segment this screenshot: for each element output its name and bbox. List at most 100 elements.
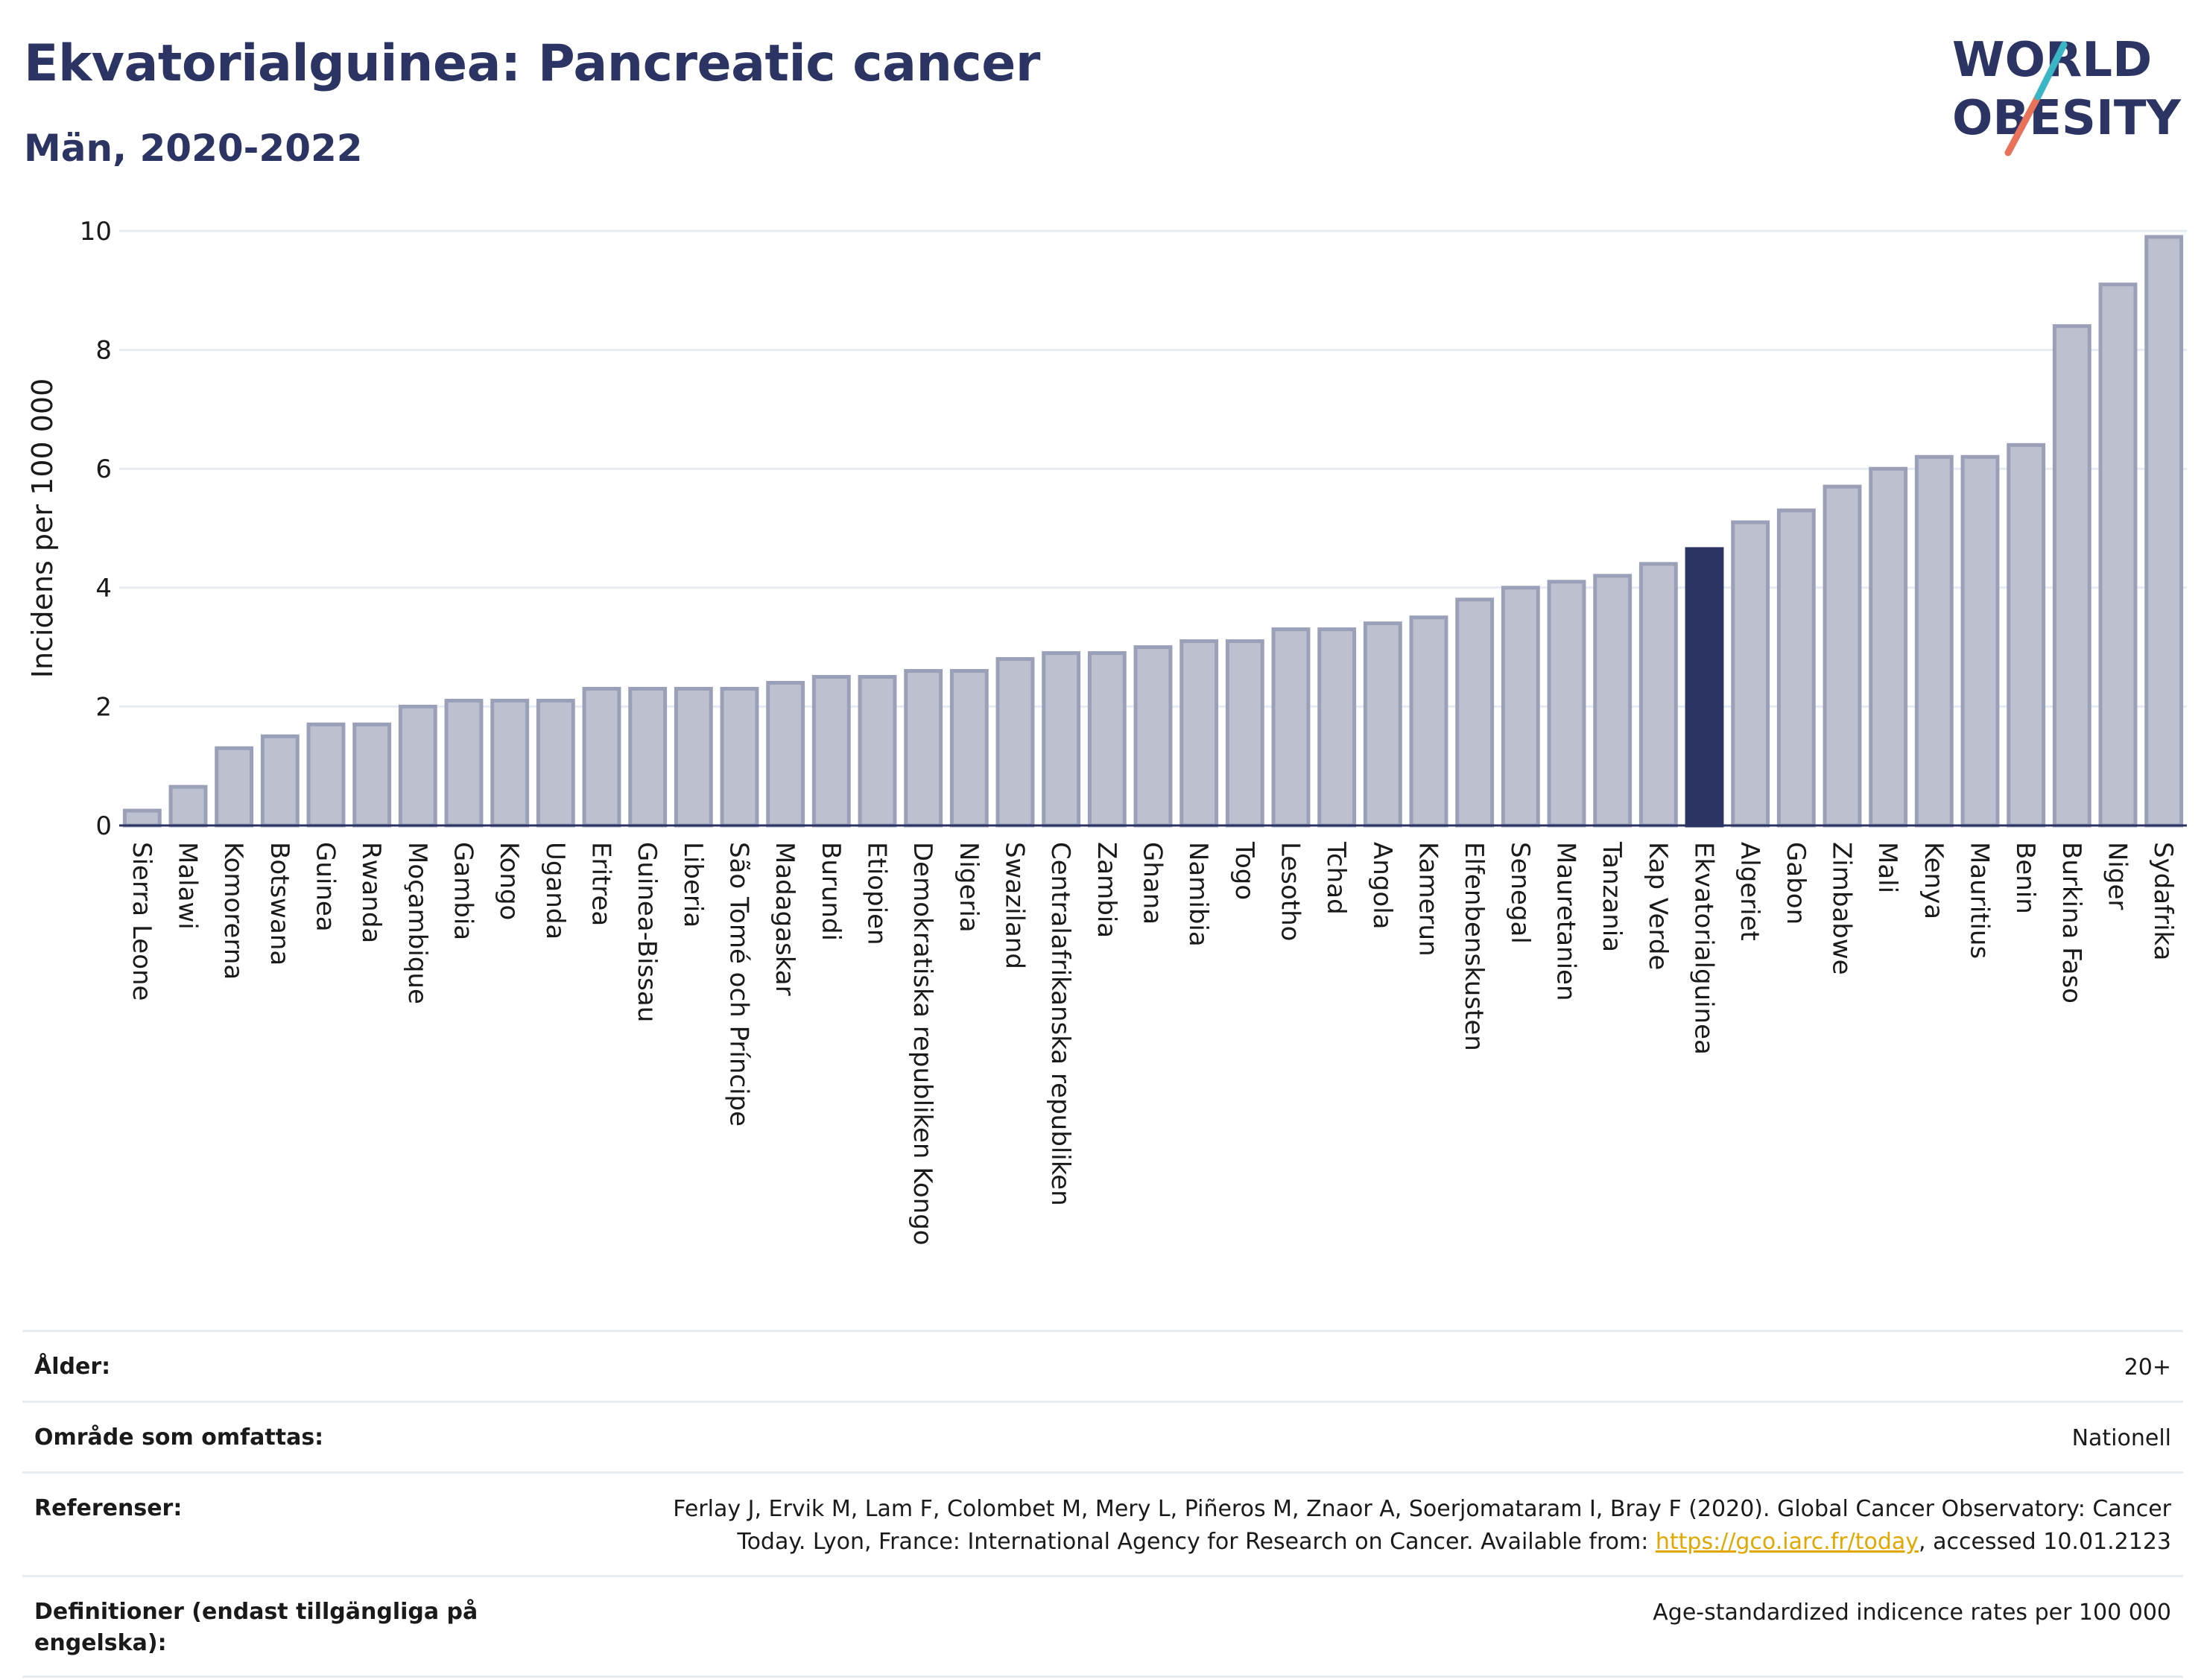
bar xyxy=(1179,639,1219,828)
x-tick-label: Ekvatorialguinea xyxy=(1689,842,1719,1055)
references-value: Ferlay J, Ervik M, Lam F, Colombet M, Me… xyxy=(673,1493,2171,1559)
x-tick-label: Mauretanien xyxy=(1551,842,1581,1001)
y-tick-label: 10 xyxy=(80,217,112,247)
bar xyxy=(1455,597,1495,828)
x-tick-label: Gambia xyxy=(449,842,478,940)
logo-text-obesity: OBESITY xyxy=(1952,91,2181,146)
definitions-label: Definitioner (endast tillgängliga på eng… xyxy=(34,1599,478,1656)
x-tick-label: Kamerun xyxy=(1413,842,1443,957)
y-axis-ticks: 0 2 4 6 8 10 xyxy=(80,217,112,841)
y-axis-label: Incidens per 100 000 xyxy=(26,378,59,679)
x-tick-label: Liberia xyxy=(678,842,708,928)
bar xyxy=(1409,615,1448,828)
x-tick-label: Senegal xyxy=(1505,842,1535,944)
bar xyxy=(168,784,208,828)
x-tick-label: Malawi xyxy=(173,842,203,930)
bar xyxy=(1225,639,1264,828)
y-tick-label: 6 xyxy=(95,454,112,484)
x-tick-label: Nigeria xyxy=(954,842,984,933)
x-tick-label: Burundi xyxy=(816,842,846,941)
chart-title: Ekvatorialguinea: Pancreatic cancer xyxy=(24,34,1040,93)
x-tick-label: Burkina Faso xyxy=(2056,842,2086,1004)
detail-row-definitions: Definitioner (endast tillgängliga på eng… xyxy=(22,1575,2183,1678)
bar xyxy=(306,722,346,828)
bar xyxy=(490,698,530,828)
y-tick-label: 4 xyxy=(95,574,112,603)
x-tick-label: Guinea-Bissau xyxy=(632,842,662,1022)
detail-row-age: Ålder: 20+ xyxy=(22,1330,2183,1401)
logo-text-world: WORLD xyxy=(1952,33,2152,88)
bar xyxy=(1271,627,1311,828)
references-line2-suffix: , accessed 10.01.2123 xyxy=(1919,1529,2171,1555)
definitions-value: Age-standardized indicence rates per 100… xyxy=(1653,1600,2171,1626)
x-tick-label: Kap Verde xyxy=(1643,842,1673,970)
x-tick-label: Mali xyxy=(1872,842,1902,893)
bar xyxy=(949,669,989,828)
bar xyxy=(1869,466,1908,828)
world-obesity-logo: WORLD OBESITY xyxy=(1952,33,2181,156)
bar xyxy=(2007,443,2046,828)
x-tick-label: Togo xyxy=(1229,841,1259,900)
references-line2-prefix: Today. Lyon, France: International Agenc… xyxy=(737,1529,1656,1555)
area-label: Område som omfattas: xyxy=(34,1424,324,1451)
bar xyxy=(2098,282,2138,828)
bar xyxy=(1042,651,1081,828)
x-tick-label: Madagaskar xyxy=(770,842,799,996)
bar xyxy=(1914,454,1954,828)
x-tick-label: Tanzania xyxy=(1597,841,1627,952)
bar xyxy=(1593,574,1633,828)
bar xyxy=(1317,627,1357,828)
bar xyxy=(215,746,254,828)
bar xyxy=(1501,586,1540,828)
x-tick-label: Rwanda xyxy=(356,842,386,943)
x-tick-label: Zambia xyxy=(1092,842,1121,938)
bar xyxy=(582,686,621,828)
x-tick-label: Sierra Leone xyxy=(127,842,156,1001)
x-tick-label: Mauritius xyxy=(1965,842,1995,959)
bar xyxy=(2052,324,2091,828)
x-tick-label: Swaziland xyxy=(1000,842,1030,969)
age-label: Ålder: xyxy=(34,1354,111,1380)
x-axis-labels: Sierra Leone Malawi Komorerna Botswana Guine… xyxy=(127,841,2178,1246)
bar xyxy=(1547,580,1586,828)
x-tick-label: Algeriet xyxy=(1735,842,1764,941)
x-tick-label: Namibia xyxy=(1183,842,1213,947)
references-label: Referenser: xyxy=(34,1495,183,1521)
x-tick-label: Kenya xyxy=(1919,842,1948,919)
x-tick-label: Lesotho xyxy=(1276,842,1305,941)
bar-highlight xyxy=(1685,547,1724,828)
x-tick-label: Tchad xyxy=(1321,841,1351,915)
x-tick-label: Elfenbenskusten xyxy=(1459,842,1489,1051)
detail-row-area: Område som omfattas: Nationell xyxy=(22,1401,2183,1471)
y-tick-label: 2 xyxy=(95,692,112,722)
area-value: Nationell xyxy=(2071,1425,2171,1451)
bar xyxy=(398,704,437,828)
x-tick-label: Demokratiska republiken Kongo xyxy=(908,842,937,1246)
x-tick-label: Benin xyxy=(2010,842,2040,914)
x-tick-label: Ghana xyxy=(1138,842,1168,925)
bar xyxy=(674,686,713,828)
age-value: 20+ xyxy=(2124,1354,2171,1381)
references-link[interactable]: https://gco.iarc.fr/today xyxy=(1655,1529,1919,1555)
y-tick-label: 8 xyxy=(95,336,112,366)
bar xyxy=(122,808,162,828)
x-tick-label: Sydafrika xyxy=(2148,842,2178,960)
x-tick-label: Uganda xyxy=(540,842,570,939)
x-tick-label: Gabon xyxy=(1781,842,1811,925)
bar-chart: 0 2 4 6 8 10 Sierra Leone Malawi Komorerna Botsw… xyxy=(26,217,2187,1246)
bar xyxy=(536,698,575,828)
x-tick-label: Angola xyxy=(1367,842,1397,929)
detail-row-references: Referenser: Ferlay J, Ervik M, Lam F, Co… xyxy=(22,1471,2183,1575)
bar xyxy=(904,669,943,828)
bars xyxy=(122,235,2184,828)
y-tick-label: 0 xyxy=(95,811,112,841)
bar xyxy=(352,722,392,828)
x-tick-label: Guinea xyxy=(311,842,341,932)
bar xyxy=(1776,508,1816,828)
bar xyxy=(260,734,300,828)
bar xyxy=(858,675,897,828)
bar xyxy=(720,686,759,828)
bar xyxy=(1638,562,1678,828)
details-table: Ålder: 20+ Område som omfattas: Nationel… xyxy=(22,1330,2183,1678)
x-tick-label: Kongo xyxy=(494,842,524,920)
